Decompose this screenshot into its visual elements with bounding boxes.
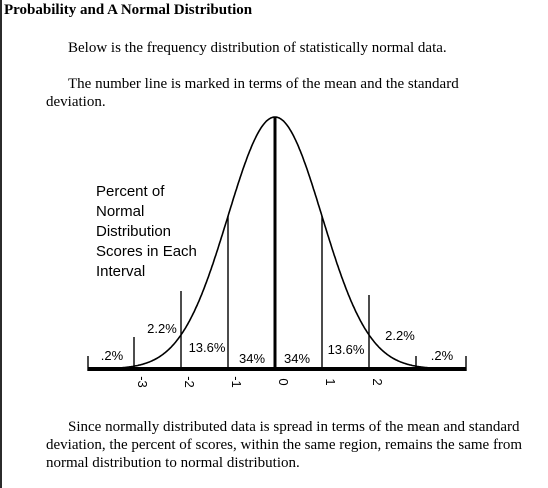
tick-label: 1	[323, 378, 338, 385]
chart-title-line: Percent of	[96, 183, 165, 200]
interval-label: .2%	[431, 348, 454, 363]
conclusion-paragraph: Since normally distributed data is sprea…	[46, 419, 523, 471]
interval-label: 13.6%	[328, 342, 365, 357]
chart-title-line: Distribution	[96, 223, 171, 240]
interval-label: 2.2%	[385, 328, 415, 343]
intro-paragraph: Below is the frequency distribution of s…	[68, 40, 447, 56]
page-title: Probability and A Normal Distribution	[4, 2, 253, 18]
tick-label: -3	[135, 376, 150, 388]
page-left-border	[0, 0, 2, 488]
interval-label: .2%	[101, 348, 124, 363]
interval-label: 13.6%	[189, 340, 226, 355]
tick-label: 0	[276, 378, 291, 385]
tick-label: 2	[370, 378, 385, 385]
chart-title-line: Scores in Each	[96, 243, 197, 260]
tick-label: -1	[229, 376, 244, 388]
interval-label: 34%	[284, 351, 310, 366]
number-line-paragraph: The number line is marked in terms of th…	[46, 76, 459, 110]
tick-label: -2	[182, 376, 197, 388]
chart-title-line: Interval	[96, 263, 145, 280]
chart-title-line: Normal	[96, 203, 144, 220]
interval-label: 34%	[239, 351, 265, 366]
interval-label: 2.2%	[147, 321, 177, 336]
